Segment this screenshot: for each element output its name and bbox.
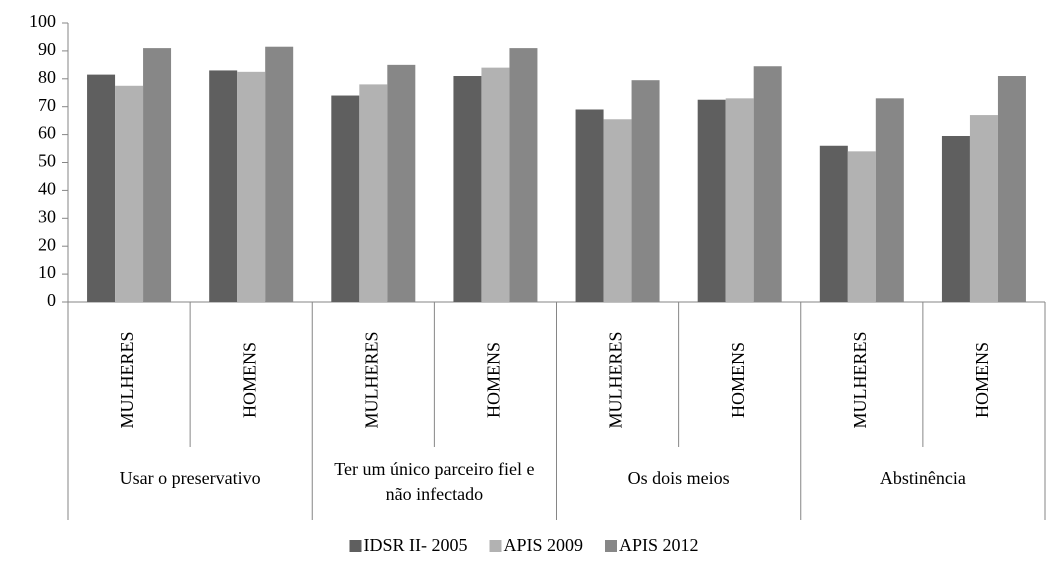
y-tick-label: 40 — [38, 179, 56, 199]
y-tick-label: 100 — [29, 11, 56, 31]
bar — [575, 109, 604, 303]
y-tick-label: 20 — [38, 234, 56, 254]
bar — [387, 64, 416, 302]
x-tick-label: MULHERES — [361, 331, 381, 428]
bar — [209, 70, 238, 303]
y-tick-label: 30 — [38, 206, 56, 226]
y-tick-label: 80 — [38, 67, 56, 87]
bar — [359, 84, 388, 302]
group-label: Ter um único parceiro fiel e não infecta… — [334, 459, 535, 504]
bar — [509, 48, 538, 302]
bar — [143, 48, 172, 302]
bar — [697, 99, 726, 302]
legend-swatch — [605, 540, 617, 552]
bar — [237, 71, 266, 302]
bar — [265, 46, 294, 303]
legend-label: IDSR II- 2005 — [363, 535, 467, 555]
y-tick-label: 10 — [38, 262, 56, 282]
bar — [453, 76, 482, 302]
legend-swatch — [489, 540, 502, 552]
x-tick-label: HOMENS — [728, 342, 748, 418]
group-label: Usar o preservativo — [119, 468, 261, 488]
bar — [631, 80, 660, 302]
legend-label: APIS 2009 — [503, 535, 583, 555]
bar — [847, 151, 876, 302]
group-label: Abstinência — [879, 468, 966, 488]
x-tick-label: MULHERES — [850, 331, 870, 428]
bar — [115, 85, 144, 303]
bar — [87, 74, 116, 303]
x-tick-label: MULHERES — [606, 331, 626, 428]
y-tick-label: 50 — [38, 151, 56, 171]
bar — [725, 98, 754, 302]
y-tick-label: 60 — [38, 123, 56, 143]
bar — [875, 98, 904, 302]
bar — [331, 95, 360, 302]
y-tick-label: 70 — [38, 95, 56, 115]
bar — [603, 119, 632, 302]
x-tick-label: HOMENS — [972, 342, 992, 418]
bar — [819, 145, 848, 302]
bar — [753, 66, 782, 303]
x-tick-label: HOMENS — [484, 342, 504, 418]
group-label: Os dois meios — [627, 468, 730, 488]
legend-label: APIS 2012 — [619, 535, 699, 555]
bar — [481, 67, 510, 302]
y-tick-label: 90 — [38, 39, 56, 59]
x-tick-label: HOMENS — [239, 342, 259, 418]
y-tick-label: 0 — [47, 290, 56, 310]
x-tick-label: MULHERES — [117, 331, 137, 428]
bar — [941, 135, 970, 302]
bar — [997, 76, 1026, 302]
bar — [969, 115, 998, 302]
legend-swatch — [349, 540, 362, 552]
